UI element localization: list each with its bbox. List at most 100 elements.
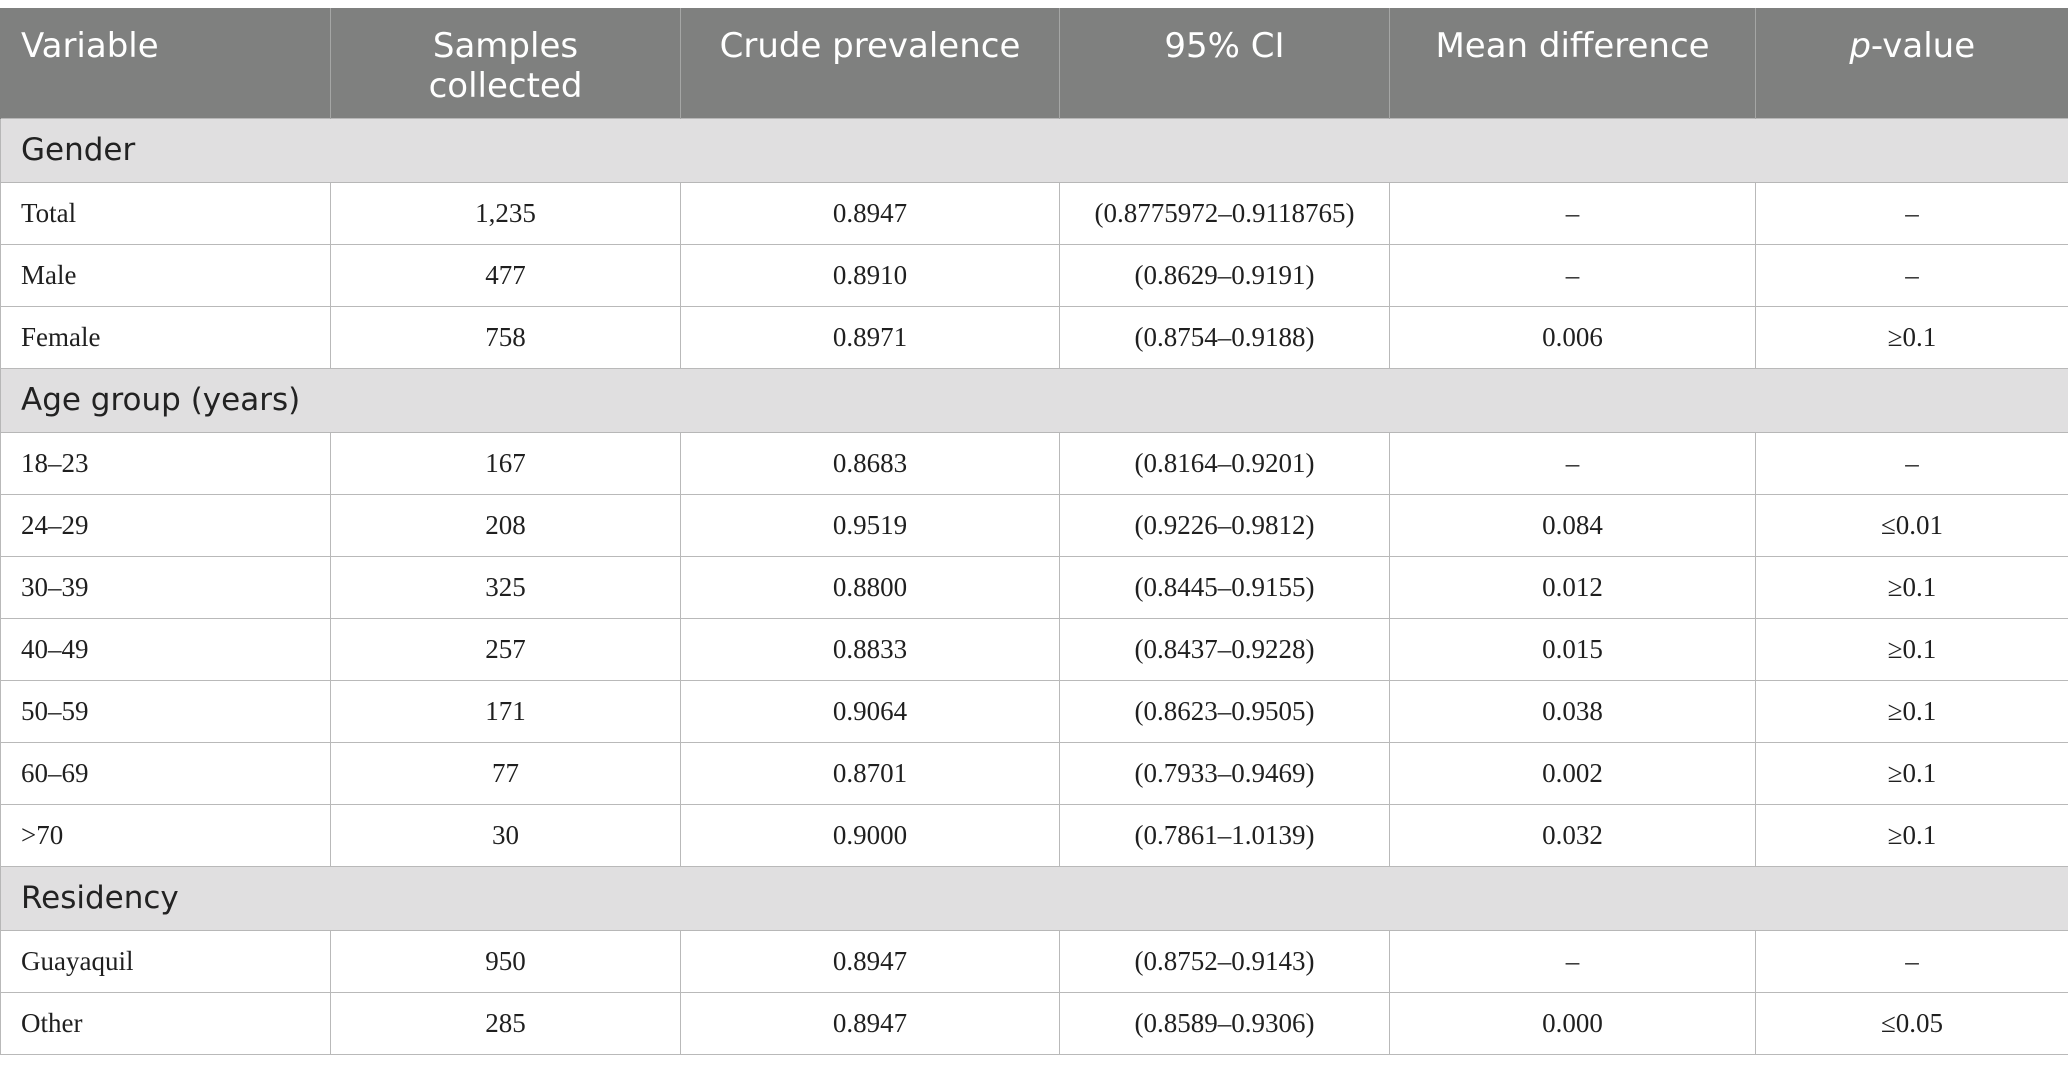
cell-crude-prevalence: 0.9064: [680, 679, 1060, 743]
cell-p-value: –: [1755, 243, 2068, 307]
section-row: Age group (years): [0, 367, 2068, 433]
cell-variable: 18–23: [0, 431, 331, 495]
cell-samples-collected: 30: [330, 803, 681, 867]
cell-samples-collected: 950: [330, 929, 681, 993]
table-header: Variable Samples collected Crude prevalen…: [0, 8, 2068, 118]
cell-mean-difference: 0.002: [1389, 741, 1756, 805]
prevalence-table-container: Variable Samples collected Crude prevalen…: [0, 8, 2068, 1055]
header-mean-difference: Mean difference: [1389, 8, 1756, 118]
cell-samples-collected: 477: [330, 243, 681, 307]
cell-mean-difference: –: [1389, 431, 1756, 495]
cell-p-value: –: [1755, 431, 2068, 495]
section-title: Residency: [0, 865, 2068, 931]
cell-p-value: ≥0.1: [1755, 741, 2068, 805]
cell-p-value: ≤0.01: [1755, 493, 2068, 557]
table-row: 50–59 171 0.9064 (0.8623–0.9505) 0.038 ≥0.1: [0, 679, 2068, 743]
header-variable: Variable: [0, 8, 331, 118]
cell-crude-prevalence: 0.8800: [680, 555, 1060, 619]
cell-95-ci: (0.8752–0.9143): [1059, 929, 1390, 993]
table-row: 24–29 208 0.9519 (0.9226–0.9812) 0.084 ≤0.01: [0, 493, 2068, 557]
cell-crude-prevalence: 0.8971: [680, 305, 1060, 369]
cell-crude-prevalence: 0.8701: [680, 741, 1060, 805]
cell-samples-collected: 1,235: [330, 181, 681, 245]
cell-mean-difference: 0.015: [1389, 617, 1756, 681]
header-95-ci: 95% CI: [1059, 8, 1390, 118]
cell-crude-prevalence: 0.8947: [680, 181, 1060, 245]
cell-mean-difference: 0.084: [1389, 493, 1756, 557]
cell-95-ci: (0.8754–0.9188): [1059, 305, 1390, 369]
cell-variable: 60–69: [0, 741, 331, 805]
table-row: 60–69 77 0.8701 (0.7933–0.9469) 0.002 ≥0.1: [0, 741, 2068, 805]
table-row: Other 285 0.8947 (0.8589–0.9306) 0.000 ≤0.05: [0, 991, 2068, 1055]
section-title: Age group (years): [0, 367, 2068, 433]
cell-mean-difference: 0.038: [1389, 679, 1756, 743]
cell-mean-difference: 0.000: [1389, 991, 1756, 1055]
cell-samples-collected: 167: [330, 431, 681, 495]
cell-95-ci: (0.8775972–0.9118765): [1059, 181, 1390, 245]
cell-p-value: ≥0.1: [1755, 679, 2068, 743]
table-row: 18–23 167 0.8683 (0.8164–0.9201) – –: [0, 431, 2068, 495]
cell-variable: Other: [0, 991, 331, 1055]
cell-crude-prevalence: 0.8833: [680, 617, 1060, 681]
cell-variable: 40–49: [0, 617, 331, 681]
cell-p-value: –: [1755, 181, 2068, 245]
table-row: >70 30 0.9000 (0.7861–1.0139) 0.032 ≥0.1: [0, 803, 2068, 867]
cell-crude-prevalence: 0.9000: [680, 803, 1060, 867]
cell-95-ci: (0.8623–0.9505): [1059, 679, 1390, 743]
cell-crude-prevalence: 0.8910: [680, 243, 1060, 307]
cell-samples-collected: 257: [330, 617, 681, 681]
cell-p-value: –: [1755, 929, 2068, 993]
cell-mean-difference: 0.032: [1389, 803, 1756, 867]
cell-crude-prevalence: 0.9519: [680, 493, 1060, 557]
prevalence-table: Variable Samples collected Crude prevalen…: [0, 8, 2068, 1055]
cell-p-value: ≥0.1: [1755, 555, 2068, 619]
cell-95-ci: (0.8437–0.9228): [1059, 617, 1390, 681]
header-p-italic: p: [1849, 26, 1871, 66]
header-samples-collected: Samples collected: [330, 8, 681, 118]
cell-mean-difference: –: [1389, 181, 1756, 245]
cell-p-value: ≥0.1: [1755, 305, 2068, 369]
table-row: Guayaquil 950 0.8947 (0.8752–0.9143) – –: [0, 929, 2068, 993]
cell-mean-difference: –: [1389, 929, 1756, 993]
cell-samples-collected: 758: [330, 305, 681, 369]
cell-mean-difference: 0.006: [1389, 305, 1756, 369]
cell-variable: 24–29: [0, 493, 331, 557]
cell-95-ci: (0.7933–0.9469): [1059, 741, 1390, 805]
cell-samples-collected: 208: [330, 493, 681, 557]
table-row: 40–49 257 0.8833 (0.8437–0.9228) 0.015 ≥0.1: [0, 617, 2068, 681]
cell-samples-collected: 77: [330, 741, 681, 805]
header-row: Variable Samples collected Crude prevalen…: [0, 8, 2068, 118]
header-crude-prevalence: Crude prevalence: [680, 8, 1060, 118]
cell-variable: Guayaquil: [0, 929, 331, 993]
table-row: Total 1,235 0.8947 (0.8775972–0.9118765) – –: [0, 181, 2068, 245]
header-p-value: p-value: [1755, 8, 2068, 118]
section-row: Gender: [0, 117, 2068, 183]
cell-crude-prevalence: 0.8683: [680, 431, 1060, 495]
cell-95-ci: (0.7861–1.0139): [1059, 803, 1390, 867]
cell-p-value: ≥0.1: [1755, 803, 2068, 867]
cell-variable: Male: [0, 243, 331, 307]
cell-mean-difference: 0.012: [1389, 555, 1756, 619]
cell-samples-collected: 171: [330, 679, 681, 743]
table-row: 30–39 325 0.8800 (0.8445–0.9155) 0.012 ≥0.1: [0, 555, 2068, 619]
cell-95-ci: (0.8629–0.9191): [1059, 243, 1390, 307]
cell-crude-prevalence: 0.8947: [680, 929, 1060, 993]
cell-95-ci: (0.8445–0.9155): [1059, 555, 1390, 619]
table-body: Gender Total 1,235 0.8947 (0.8775972–0.91187…: [0, 117, 2068, 1055]
cell-variable: 50–59: [0, 679, 331, 743]
header-samples-line2: collected: [428, 66, 583, 106]
header-p-rest: -value: [1870, 26, 1976, 66]
cell-samples-collected: 325: [330, 555, 681, 619]
cell-samples-collected: 285: [330, 991, 681, 1055]
cell-variable: 30–39: [0, 555, 331, 619]
cell-crude-prevalence: 0.8947: [680, 991, 1060, 1055]
cell-p-value: ≤0.05: [1755, 991, 2068, 1055]
table-row: Male 477 0.8910 (0.8629–0.9191) – –: [0, 243, 2068, 307]
cell-variable: >70: [0, 803, 331, 867]
cell-95-ci: (0.9226–0.9812): [1059, 493, 1390, 557]
cell-p-value: ≥0.1: [1755, 617, 2068, 681]
section-title: Gender: [0, 117, 2068, 183]
section-row: Residency: [0, 865, 2068, 931]
header-samples-line1: Samples: [432, 26, 579, 66]
cell-mean-difference: –: [1389, 243, 1756, 307]
